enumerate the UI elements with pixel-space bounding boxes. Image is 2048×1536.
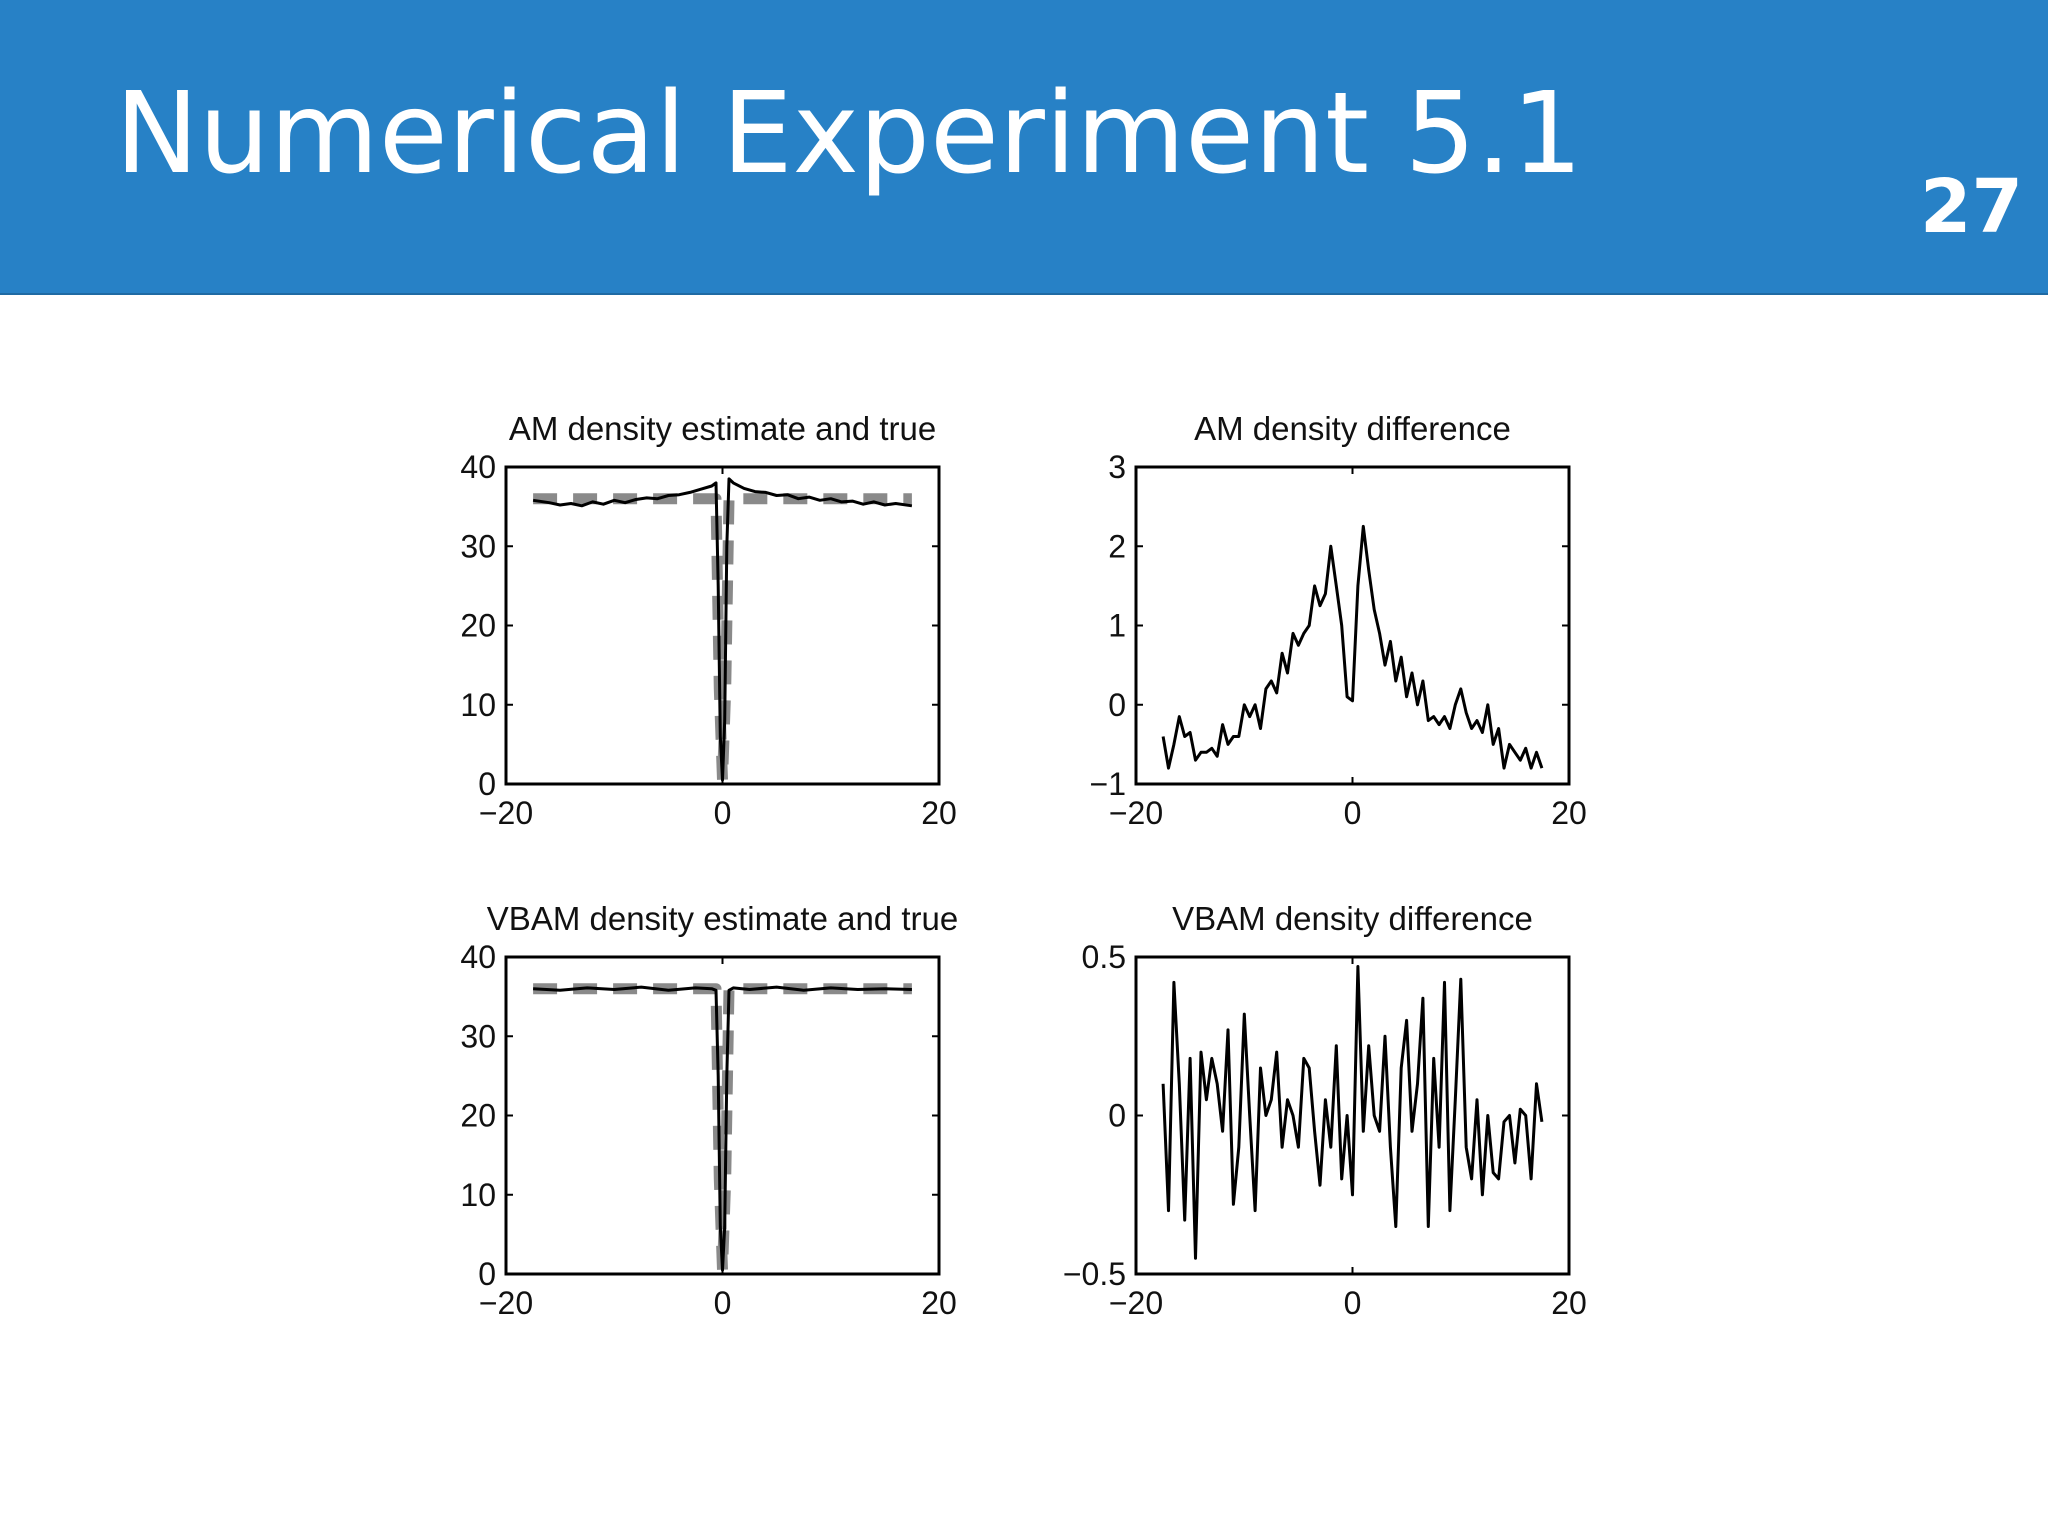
series-line-true-density bbox=[533, 493, 912, 786]
slide-header: Numerical Experiment 5.1 27 bbox=[0, 0, 2048, 295]
plot-frame bbox=[504, 465, 941, 786]
y-tick-label: 40 bbox=[460, 449, 496, 485]
x-tick-label: 20 bbox=[1551, 795, 1587, 831]
y-tick-label: −1 bbox=[1090, 766, 1126, 802]
chart-title: AM density estimate and true bbox=[509, 410, 936, 447]
y-tick-label: 30 bbox=[460, 528, 496, 564]
x-tick-label: −20 bbox=[479, 1285, 533, 1321]
slide-title: Numerical Experiment 5.1 bbox=[115, 69, 1583, 199]
slide-page-number: 27 bbox=[1920, 164, 2023, 250]
y-tick-label: 10 bbox=[460, 687, 496, 723]
chart-vbam-density-estimate-and-true: VBAM density estimate and true 0 10 20 30 40 −… bbox=[460, 900, 958, 1321]
x-tick-label: −20 bbox=[1109, 795, 1163, 831]
chart-title: VBAM density estimate and true bbox=[487, 900, 958, 937]
chart-am-density-estimate-and-true: AM density estimate and true 0 10 20 30 40 −20… bbox=[460, 410, 956, 831]
chart-title: VBAM density difference bbox=[1172, 900, 1533, 937]
plot-frame bbox=[504, 955, 941, 1276]
y-tick-label: 0.5 bbox=[1082, 939, 1126, 975]
y-tick-label: 0 bbox=[478, 766, 496, 802]
y-tick-label: 10 bbox=[460, 1177, 496, 1213]
chart-title: AM density difference bbox=[1194, 410, 1511, 447]
x-tick-label: 20 bbox=[1551, 1285, 1587, 1321]
x-tick-label: 0 bbox=[714, 1285, 732, 1321]
plot-frame bbox=[1134, 465, 1571, 786]
series-line-estimate bbox=[532, 477, 913, 782]
chart-vbam-density-difference: VBAM density difference −0.5 0 0.5 −20 0 20 bbox=[1063, 900, 1587, 1321]
x-tick-label: −20 bbox=[479, 795, 533, 831]
y-tick-label: 0 bbox=[478, 1256, 496, 1292]
y-tick-label: −0.5 bbox=[1063, 1256, 1126, 1292]
x-tick-label: 20 bbox=[921, 795, 957, 831]
y-tick-label: 0 bbox=[1108, 687, 1126, 723]
x-tick-label: 0 bbox=[714, 795, 732, 831]
plot-frame bbox=[1134, 955, 1571, 1276]
chart-am-density-difference: AM density difference −1 0 1 2 3 −20 0 20 bbox=[1090, 410, 1587, 831]
series-line-estimate bbox=[1161, 524, 1544, 770]
series-line-estimate bbox=[533, 985, 912, 1272]
y-tick-label: 20 bbox=[460, 608, 496, 644]
y-tick-label: 3 bbox=[1108, 449, 1126, 485]
x-tick-label: −20 bbox=[1109, 1285, 1163, 1321]
x-tick-label: 0 bbox=[1344, 1285, 1362, 1321]
y-tick-label: 2 bbox=[1108, 528, 1126, 564]
series-line-estimate bbox=[1161, 965, 1544, 1260]
series-line-true-density bbox=[533, 983, 912, 1276]
y-tick-label: 30 bbox=[460, 1018, 496, 1054]
y-tick-label: 1 bbox=[1108, 608, 1126, 644]
x-tick-label: 20 bbox=[921, 1285, 957, 1321]
x-tick-label: 0 bbox=[1344, 795, 1362, 831]
y-tick-label: 20 bbox=[460, 1098, 496, 1134]
y-tick-label: 0 bbox=[1108, 1098, 1126, 1134]
y-tick-label: 40 bbox=[460, 939, 496, 975]
